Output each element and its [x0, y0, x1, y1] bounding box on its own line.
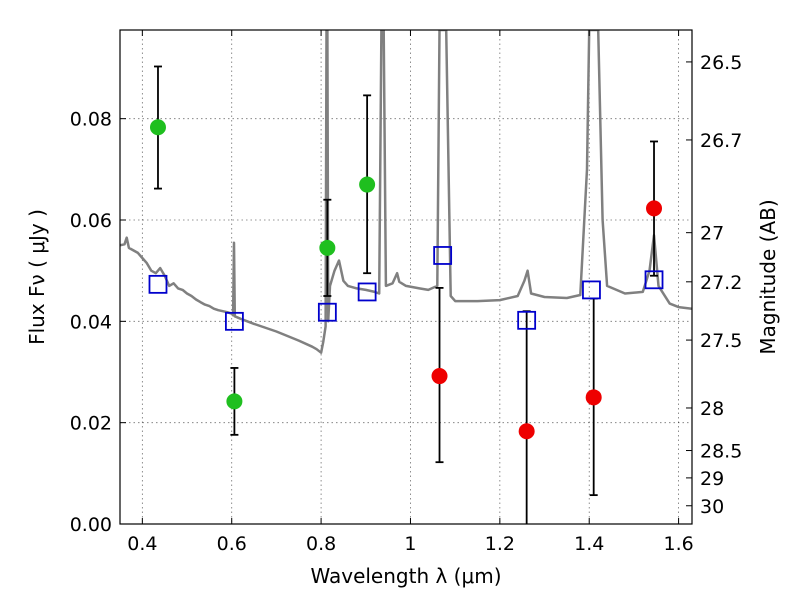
- model-point: [357, 282, 377, 302]
- model-point: [224, 311, 244, 331]
- y-axis-label: Flux Fν ( μJy ): [25, 209, 49, 345]
- model-point: [317, 302, 337, 322]
- y2-tick-label: 29: [700, 468, 724, 490]
- data-point: [319, 239, 336, 256]
- model-point: [517, 310, 537, 330]
- x-tick-label: 1.2: [485, 533, 515, 555]
- data-point: [585, 389, 602, 406]
- y2-tick-label: 27.5: [700, 330, 742, 352]
- data-point: [431, 368, 448, 385]
- y-tick-label: 0.04: [70, 311, 112, 333]
- x-tick-label: 0.4: [127, 533, 157, 555]
- y-tick-label: 0.08: [70, 109, 112, 131]
- model-point: [582, 280, 601, 300]
- data-point: [226, 393, 243, 410]
- x-tick-label: 1.4: [574, 533, 604, 555]
- spectrum-line: [120, 30, 692, 354]
- x-axis-label: Wavelength λ (μm): [310, 564, 501, 588]
- y-tick-label: 0.02: [70, 413, 112, 435]
- y2-tick-label: 26.5: [700, 52, 742, 74]
- x-axis: 0.4 0.6 0.8 1 1.2 1.4 1.6: [127, 30, 694, 555]
- x-tick-label: 1: [404, 533, 416, 555]
- y2-tick-label: 28.5: [700, 441, 742, 463]
- data-markers: [148, 119, 664, 440]
- y2-tick-label: 26.7: [700, 130, 742, 152]
- x-tick-label: 1.6: [663, 533, 693, 555]
- data-point: [646, 200, 663, 217]
- data-point: [149, 119, 166, 136]
- x-tick-label: 0.6: [217, 533, 247, 555]
- y2-axis: 26.5 26.7 27 27.2 27.5 28 28.5 29 30: [686, 52, 742, 518]
- plot-frame: [119, 29, 693, 525]
- data-point: [518, 423, 535, 440]
- model-point: [433, 246, 453, 265]
- model-point: [644, 270, 664, 290]
- model-spectrum: [120, 30, 692, 354]
- y-tick-label: 0.06: [70, 210, 112, 232]
- y-tick-label: 0.00: [70, 514, 112, 536]
- x-tick-label: 0.8: [306, 533, 336, 555]
- data-point: [359, 176, 376, 193]
- y2-tick-label: 28: [700, 398, 724, 420]
- y-axis: 0.00 0.02 0.04 0.06 0.08: [70, 109, 126, 536]
- y2-axis-label: Magnitude (AB): [756, 199, 780, 354]
- model-point: [148, 274, 168, 294]
- y2-tick-label: 27.2: [700, 272, 742, 294]
- y2-tick-label: 27: [700, 223, 724, 245]
- y2-tick-label: 30: [700, 496, 724, 518]
